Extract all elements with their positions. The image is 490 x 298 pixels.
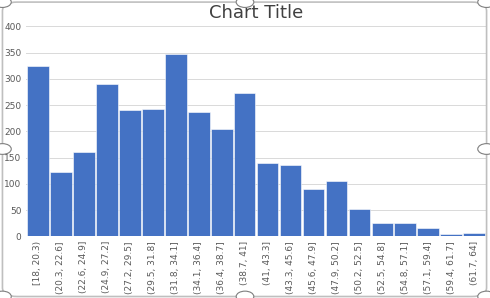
Bar: [27, 66, 49, 236]
Bar: [348, 209, 370, 236]
Bar: [280, 165, 301, 236]
Bar: [303, 189, 324, 236]
Bar: [464, 232, 485, 236]
Bar: [119, 110, 141, 236]
Bar: [441, 234, 462, 236]
Bar: [165, 54, 187, 236]
Bar: [257, 163, 278, 236]
Bar: [234, 93, 255, 236]
Bar: [211, 129, 232, 236]
Bar: [417, 228, 440, 236]
Bar: [50, 172, 72, 236]
Bar: [371, 223, 393, 236]
Bar: [73, 152, 95, 236]
Bar: [96, 84, 118, 236]
Bar: [142, 109, 164, 236]
Bar: [394, 223, 416, 236]
Title: Chart Title: Chart Title: [209, 4, 303, 22]
Bar: [188, 112, 210, 236]
Bar: [325, 181, 347, 236]
